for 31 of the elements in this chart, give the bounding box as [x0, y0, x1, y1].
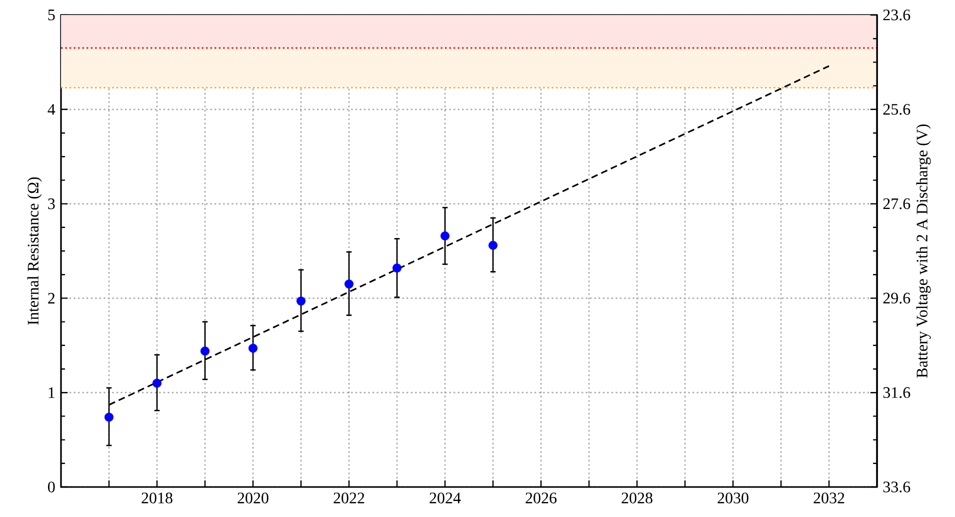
x-tick-label: 2020 [238, 492, 268, 504]
point [104, 412, 114, 422]
x-tick-label: 2028 [622, 492, 652, 504]
y2-tick-label: 29.6 [883, 292, 910, 304]
point [200, 346, 210, 356]
y-tick-label: 5 [48, 10, 55, 20]
y2-tick-label: 23.6 [883, 10, 910, 20]
point [296, 296, 306, 306]
y2-tick-label: 31.6 [883, 387, 910, 398]
y2-tick-label: 27.6 [883, 198, 910, 210]
x-tick-label: 2026 [526, 492, 557, 504]
x-tick-label: 2018 [142, 492, 172, 504]
y-tick-label: 1 [48, 387, 54, 398]
x-tick-label: 2032 [814, 492, 844, 504]
point [248, 344, 258, 353]
point [392, 263, 402, 273]
point [488, 240, 498, 250]
y-tick-label: 2 [48, 292, 55, 304]
y-tick-label: 0 [48, 482, 55, 492]
x-tick-label: 2024 [430, 492, 461, 504]
y-axis-title: Internal Resistance (Ω) [27, 177, 42, 325]
x-tick-label: 2022 [334, 492, 364, 504]
y-tick-label: 3 [48, 198, 55, 210]
point [440, 231, 450, 240]
y2-tick-label: 33.6 [883, 482, 910, 492]
y2-axis-title: Battery Voltage with 2 A Discharge (V) [916, 124, 931, 378]
point [152, 378, 162, 388]
x-tick-label: 2030 [718, 492, 748, 504]
point [344, 280, 354, 289]
y2-tick-label: 25.6 [883, 104, 910, 115]
y-tick-label: 4 [48, 104, 56, 115]
